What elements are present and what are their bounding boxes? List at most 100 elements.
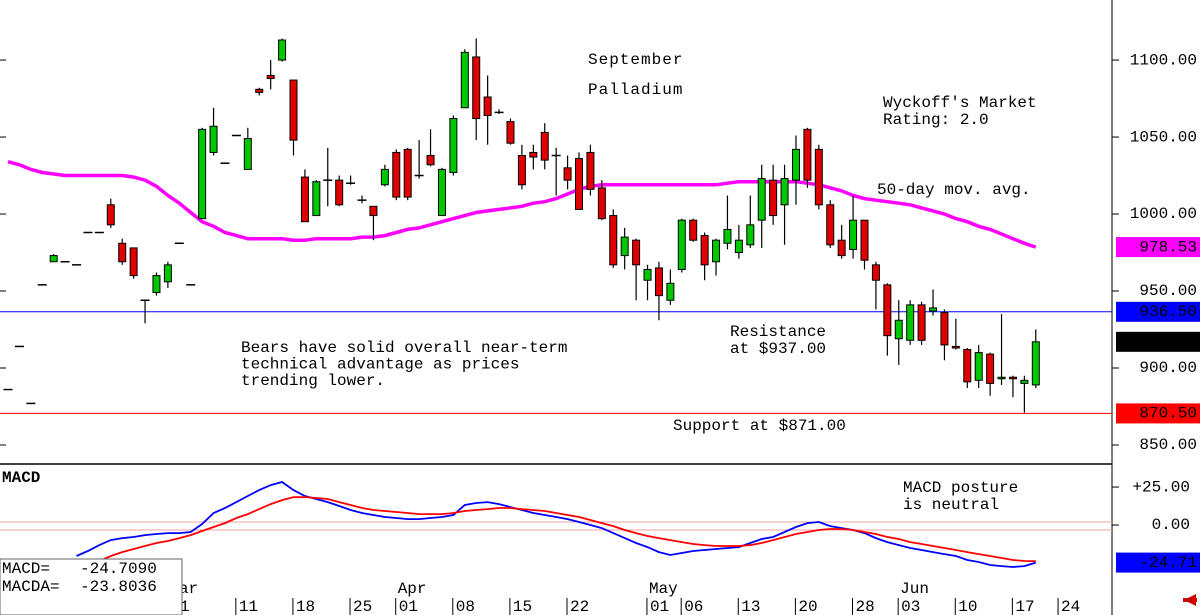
y-tick-label: 1050.00 [1130, 128, 1197, 146]
candle-body [791, 148, 800, 181]
candle-body [632, 239, 641, 266]
candle-body [871, 264, 880, 281]
candle-body [1031, 341, 1040, 386]
x-tick-label: 13 [741, 598, 760, 615]
level-annotation: Resistance [730, 323, 826, 341]
x-tick-label: 28 [856, 598, 875, 615]
candle-body [917, 304, 926, 341]
rating-text: Wyckoff's Market [883, 94, 1037, 112]
value-badge-label: 978.53 [1139, 238, 1197, 256]
candle-body [312, 181, 321, 217]
chart-title: September [588, 51, 683, 69]
candle-body [437, 168, 446, 217]
x-tick-label: 20 [798, 598, 817, 615]
macd-comment: is neutral [903, 496, 999, 514]
candle-body [814, 148, 823, 206]
candle-body [426, 155, 435, 166]
candle-body [563, 167, 572, 181]
month-label: Jun [900, 580, 929, 598]
value-badge-label: 870.50 [1139, 405, 1197, 423]
candle-body [780, 178, 789, 206]
y-tick-label: 1100.00 [1130, 51, 1197, 69]
x-tick-label: 24 [1061, 598, 1080, 615]
candle-body [643, 268, 652, 281]
value-badge [1116, 237, 1200, 258]
value-badge [1116, 403, 1200, 424]
x-tick-label: 01 [650, 598, 669, 615]
candle-body [255, 88, 264, 93]
level-annotation: at $937.00 [730, 340, 826, 358]
x-tick-label: 18 [296, 598, 315, 615]
candle-body [506, 121, 515, 144]
candle-body [1020, 379, 1029, 384]
candle-body [449, 118, 458, 173]
moving-average-label: 50-day mov. avg. [877, 181, 1031, 199]
candle-body [677, 219, 686, 270]
candle-body [723, 228, 732, 244]
y-tick-label: 950.00 [1139, 282, 1197, 300]
value-badge [1116, 331, 1200, 352]
candle-body [837, 239, 846, 257]
candle-body [472, 56, 481, 120]
y-tick-label: 900.00 [1139, 359, 1197, 377]
candle-body [986, 353, 995, 384]
candle-body [300, 176, 309, 223]
value-badge-label: 936.50 [1139, 303, 1197, 321]
candle-body [1008, 376, 1017, 380]
candle-body [483, 96, 492, 116]
value-badge [1116, 552, 1200, 573]
x-tick-label: 22 [570, 598, 589, 615]
candle-body [575, 158, 583, 210]
y-tick-label: 1000.00 [1130, 205, 1197, 223]
candle-body [49, 255, 58, 263]
candle-body [826, 204, 835, 246]
candle-body [974, 352, 983, 381]
candle-body [369, 205, 378, 217]
candle-body [106, 204, 115, 226]
candle-body [403, 148, 412, 198]
candle-body [266, 74, 275, 80]
candle-body [654, 267, 663, 297]
x-tick-label: 15 [513, 598, 532, 615]
candle-body [586, 151, 595, 190]
candle-body [746, 224, 755, 246]
month-label: Apr [398, 580, 427, 598]
value-badge-label: -24.71 [1139, 554, 1197, 572]
candle-body [700, 235, 709, 266]
candle-body [209, 125, 218, 153]
candle-body [712, 239, 721, 263]
candle-body [198, 128, 207, 220]
month-label: May [649, 580, 678, 598]
candle-body [278, 39, 287, 61]
scroll-arrow[interactable] [1183, 598, 1197, 602]
candle-body [940, 312, 949, 346]
candle-body [597, 187, 606, 220]
candle-body [163, 264, 172, 283]
candle-body [929, 307, 938, 312]
x-tick-label: 11 [239, 598, 258, 615]
x-tick-label: 17 [1015, 598, 1034, 615]
macd-line [99, 496, 1036, 563]
candle-body [517, 155, 526, 186]
candle-body [883, 284, 892, 337]
y-tick-label: +25.00 [1132, 478, 1190, 496]
candle-body [335, 179, 344, 206]
candle-body [460, 51, 469, 109]
candle-body [129, 247, 138, 277]
candle-body [609, 215, 618, 266]
candle-body [849, 219, 858, 250]
y-tick-label: 0.00 [1152, 516, 1190, 534]
candle-body [529, 151, 538, 158]
x-tick-label: 06 [684, 598, 703, 615]
macd-comment: MACD posture [903, 479, 1018, 497]
candle-body [803, 128, 812, 181]
candle-body [757, 178, 766, 221]
x-tick-label: 03 [901, 598, 920, 615]
moving-average-line [7, 160, 1037, 249]
candle-body [963, 349, 972, 383]
candle-body [860, 219, 869, 261]
candle-body [289, 79, 298, 141]
macd-readout-name: MACDA= [2, 578, 60, 596]
